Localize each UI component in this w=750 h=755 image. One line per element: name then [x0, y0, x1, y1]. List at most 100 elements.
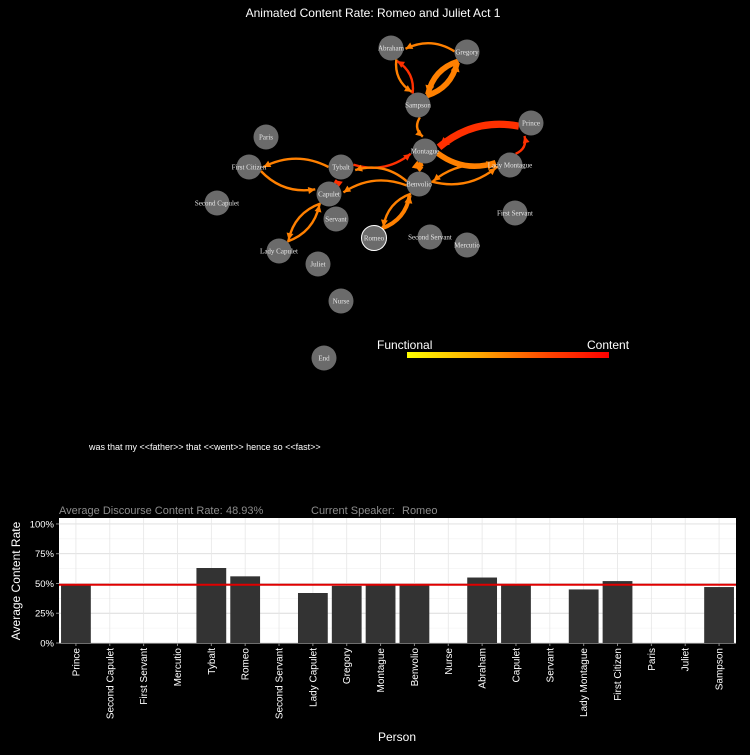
network-edges: [259, 42, 530, 243]
node-label: Lady Capulet: [260, 248, 298, 256]
network-edge-arrow: [355, 164, 363, 172]
network-edge-arrow: [335, 180, 343, 188]
network-edge-arrow: [343, 185, 352, 193]
network-edge-arrow: [433, 173, 441, 182]
x-tick-label: Servant: [545, 648, 556, 683]
bar-montague: [365, 584, 396, 643]
node-label: Second Servant: [408, 234, 452, 242]
network-edge: [286, 204, 321, 243]
network-edge: [342, 179, 408, 194]
network-edge-arrow: [415, 129, 423, 137]
network-edge: [381, 194, 412, 231]
bar-chart-panel: Average Discourse Content Rate: 48.93% C…: [0, 500, 750, 750]
y-tick-label: 100%: [30, 519, 55, 530]
x-tick-label: Gregory: [342, 648, 353, 684]
node-circle: [454, 39, 480, 65]
node-label: Romeo: [364, 235, 385, 243]
bar-abraham: [467, 577, 498, 643]
network-edge-arrow: [439, 137, 450, 148]
current-utterance: was that my <<father>> that <<went>> hen…: [88, 442, 321, 452]
network-edge-arrow: [404, 195, 413, 204]
y-axis: 0% 25% 50% 75% 100%: [30, 519, 59, 650]
node-circle: [323, 206, 349, 232]
node-end: End: [311, 345, 337, 371]
node-prince: Prince: [518, 110, 544, 136]
content-legend: Functional Content: [377, 338, 630, 358]
node-gregory: Gregory: [454, 39, 480, 65]
x-tick-label: First Servant: [139, 648, 150, 705]
x-tick-label: Mercutio: [173, 648, 184, 687]
node-second-servant: Second Servant: [408, 224, 452, 250]
x-tick-label: Prince: [71, 648, 82, 677]
node-label: Lady Montague: [488, 162, 533, 170]
network-edge: [262, 157, 330, 169]
node-label: End: [318, 355, 330, 363]
node-montague: Montague: [411, 138, 439, 164]
network-edge-arrow: [488, 167, 496, 176]
node-circle: [311, 345, 337, 371]
network-edge: [436, 120, 520, 151]
network-edge-arrow: [314, 204, 322, 213]
node-label: Benvolio: [406, 181, 432, 189]
x-tick-label: Paris: [647, 648, 658, 671]
node-circle: [412, 138, 438, 164]
node-first-servant: First Servant: [497, 200, 533, 226]
node-circle: [204, 190, 230, 216]
current-speaker-value: Romeo: [402, 505, 437, 517]
bar-tybalt: [196, 568, 227, 643]
node-circle: [316, 181, 342, 207]
network-edge-arrow: [404, 85, 412, 92]
bar-gregory: [331, 585, 362, 643]
x-tick-label: Juliet: [681, 648, 692, 672]
network-edge: [515, 135, 527, 155]
node-benvolio: Benvolio: [406, 171, 432, 197]
legend-gradient-bar: [407, 352, 609, 358]
y-axis-title: Average Content Rate: [9, 521, 23, 640]
node-circle: [405, 92, 431, 118]
x-tick-label: Nurse: [444, 648, 455, 675]
node-circle: [253, 124, 279, 150]
node-label: First Servant: [497, 210, 533, 218]
legend-content-label: Content: [587, 338, 630, 352]
node-label: Gregory: [455, 49, 479, 57]
node-circle: [502, 200, 528, 226]
node-mercutio: Mercutio: [454, 232, 480, 258]
x-tick-label: Tybalt: [207, 648, 218, 675]
node-abraham: Abraham: [378, 35, 405, 61]
x-tick-label: Second Capulet: [105, 648, 116, 719]
node-circle: [497, 152, 523, 178]
node-circle: [361, 225, 387, 251]
network-edge: [404, 42, 456, 53]
network-edge-arrow: [307, 187, 316, 194]
avg-rate-value: 48.93%: [226, 505, 264, 517]
network-edge-arrow: [286, 232, 294, 241]
node-label: Paris: [259, 134, 273, 142]
x-tick-label: Second Servant: [275, 648, 286, 719]
network-edge-arrow: [522, 135, 530, 144]
node-label: Capulet: [318, 191, 340, 199]
x-tick-label: Lady Capulet: [308, 648, 319, 707]
content-rate-bar-chart: Average Discourse Content Rate: 48.93% C…: [9, 505, 736, 744]
x-tick-label: Lady Montague: [579, 648, 590, 717]
node-label: Nurse: [333, 298, 350, 306]
network-edge-arrow: [397, 61, 405, 68]
bar-capulet: [501, 584, 531, 643]
node-label: Servant: [325, 216, 346, 224]
network-edge-arrow: [405, 42, 414, 49]
node-label: Juliet: [310, 261, 325, 269]
node-circle: [417, 224, 443, 250]
network-edge: [287, 202, 322, 241]
node-servant: Servant: [323, 206, 349, 232]
x-tick-label: Romeo: [241, 648, 252, 681]
network-edge-arrow: [380, 219, 388, 227]
node-label: Second Capulet: [195, 200, 239, 208]
node-circle: [328, 288, 354, 314]
node-romeo: Romeo: [361, 225, 387, 251]
current-speaker-label: Current Speaker:: [311, 505, 395, 517]
node-label: Tybalt: [332, 164, 350, 172]
network-edge-arrow: [450, 62, 460, 73]
network-edge-arrow: [263, 160, 272, 167]
node-first-citizen: First Citizen: [232, 154, 267, 180]
network-edge: [352, 152, 412, 169]
node-sampson: Sampson: [405, 92, 431, 118]
